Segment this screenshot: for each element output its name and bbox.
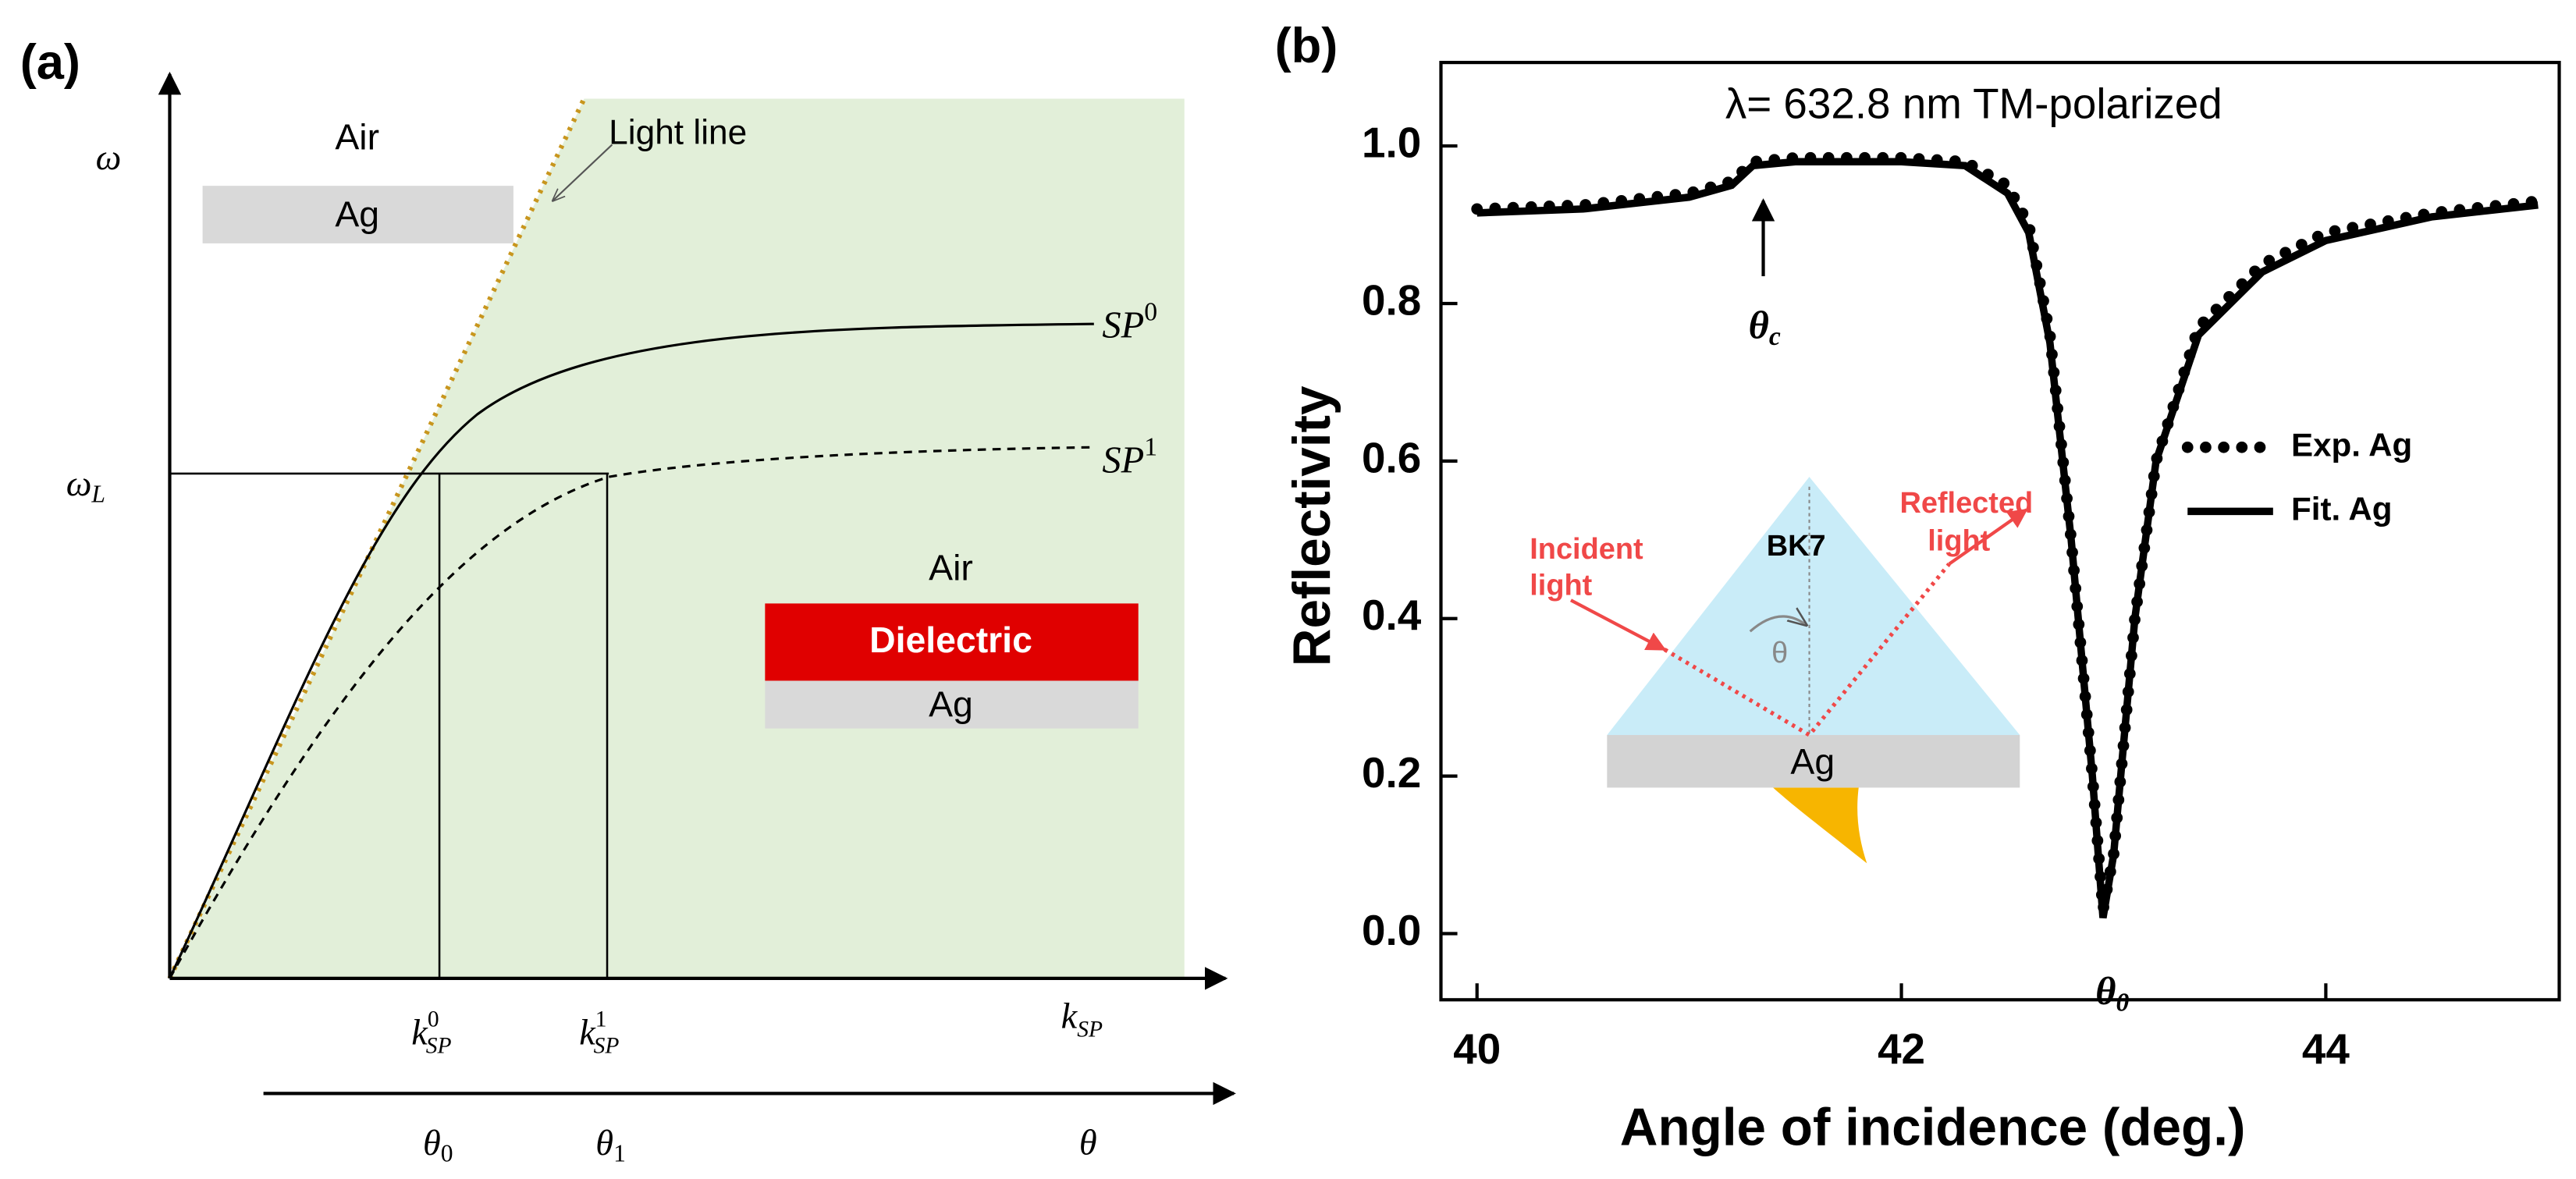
ag-box — [202, 186, 513, 243]
base: θ — [423, 1123, 441, 1163]
annotation: light — [1530, 569, 1592, 602]
label: k0 SP — [411, 1007, 451, 1058]
annotation: Incident — [1530, 533, 1643, 566]
angle-arc — [1749, 616, 1807, 633]
sp0-curve — [169, 322, 1094, 979]
ag-film — [1607, 735, 2020, 788]
label: kSP — [1061, 996, 1103, 1042]
annotation: Ag — [1790, 741, 1835, 782]
y-tick-label: 0.0 — [1362, 906, 1421, 954]
base: SP — [1102, 439, 1144, 481]
base: SP — [1102, 305, 1144, 346]
sup: 0 — [1144, 297, 1157, 326]
region — [169, 98, 1185, 978]
x-tick-label: 40 — [1453, 1025, 1501, 1073]
label: Ag — [929, 684, 973, 724]
annotation: θc — [1749, 303, 1781, 351]
panel-label: (b) — [1275, 19, 1338, 73]
plot-frame — [1439, 60, 2561, 1002]
x-axis-label: Angle of incidence (deg.) — [1620, 1099, 2246, 1157]
chart-title: λ= 632.8 nm TM-polarized — [1725, 79, 2222, 127]
annotation: BK7 — [1767, 530, 1826, 563]
annotation: light — [1928, 524, 1990, 557]
sup: 0 — [428, 1007, 439, 1032]
label: Dielectric — [869, 620, 1032, 660]
label: Air — [335, 116, 379, 157]
sub: SP — [426, 1033, 452, 1058]
ag-layer — [765, 680, 1139, 729]
dielectric-box — [765, 603, 1139, 681]
label: Air — [929, 548, 973, 588]
y-tick-label: 0.6 — [1362, 433, 1421, 481]
label: SP0 — [1102, 297, 1157, 346]
base: θ — [595, 1123, 613, 1163]
light-line-pointer — [553, 144, 613, 201]
annotation: θ0 — [2095, 969, 2129, 1017]
label: SP1 — [1102, 432, 1157, 481]
base: k — [411, 1013, 428, 1053]
sp1-curve — [169, 446, 1094, 979]
y-tick-label: 1.0 — [1362, 119, 1421, 167]
label: ωL — [66, 463, 105, 507]
legend-label: Exp. Ag — [2291, 426, 2412, 463]
x-tick-label: 42 — [1878, 1025, 1925, 1073]
sub: 0 — [2116, 988, 2129, 1017]
sup: 1 — [1144, 432, 1157, 461]
label: θ0 — [423, 1123, 453, 1167]
annotation: θ — [1771, 637, 1788, 669]
axis-label: ω — [96, 138, 122, 178]
panel-a: (a) ω Air Ag Light line SP0 SP1 ωL Air D… — [20, 35, 1236, 1167]
light-line — [167, 98, 587, 980]
sub: SP — [594, 1033, 620, 1058]
sup: 1 — [595, 1007, 607, 1032]
x-tick-label: 44 — [2302, 1025, 2350, 1073]
evanescent-field — [1773, 787, 1867, 864]
y-tick-label: 0.8 — [1362, 275, 1421, 324]
base: ω — [66, 463, 92, 503]
sub: L — [91, 481, 105, 508]
base: k — [579, 1013, 596, 1053]
y-tick-label: 0.2 — [1362, 748, 1421, 797]
series-line — [1476, 158, 2539, 919]
y-tick-label: 0.4 — [1362, 591, 1422, 639]
panel-b: (b) λ= 632.8 nm TM-polarized Angle of in… — [1275, 19, 2561, 1157]
base: k — [1061, 996, 1078, 1036]
label: Ag — [335, 194, 379, 234]
sub: SP — [1077, 1017, 1103, 1042]
annotation: Reflected — [1899, 487, 2033, 520]
label: θ — [1079, 1123, 1097, 1163]
sub: 1 — [613, 1140, 626, 1167]
y-axis-label: Reflectivity — [1283, 385, 1341, 666]
sub: c — [1769, 322, 1781, 351]
base: θ — [2095, 969, 2116, 1013]
label: θ1 — [595, 1123, 626, 1167]
incident-arrow — [1569, 598, 1667, 652]
reflected-arrow — [1948, 508, 2028, 566]
legend-label: Fit. Ag — [2291, 491, 2392, 527]
label: Light line — [609, 113, 747, 151]
prism — [1607, 477, 2020, 736]
base: θ — [1749, 303, 1769, 346]
sub: 0 — [441, 1140, 453, 1167]
panel-label: (a) — [20, 35, 80, 90]
light-path — [1663, 563, 1951, 738]
label: k1 SP — [579, 1007, 619, 1058]
